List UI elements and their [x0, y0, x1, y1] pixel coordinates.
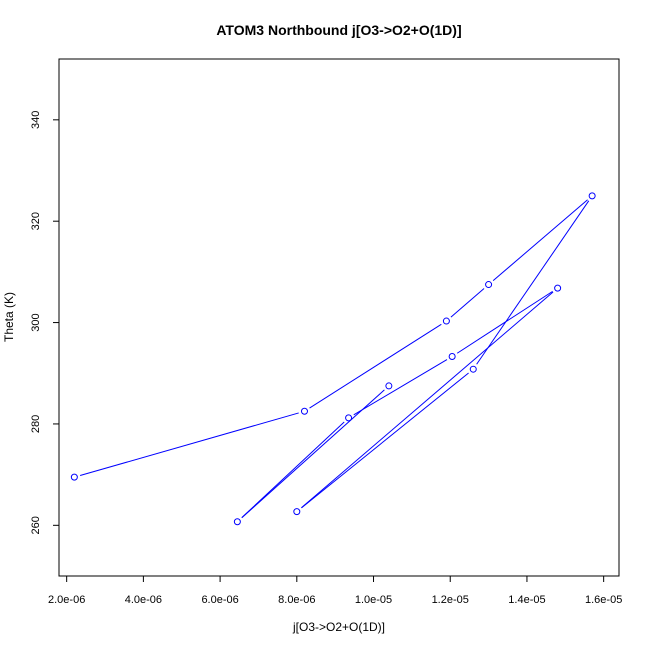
y-tick-label: 280: [30, 415, 42, 433]
data-point: [554, 284, 562, 292]
data-point: [588, 192, 596, 200]
x-tick-label: 4.0e-06: [125, 594, 162, 606]
x-tick-label: 2.0e-06: [48, 594, 85, 606]
series-segment: [476, 200, 590, 365]
data-point: [448, 353, 456, 361]
y-tick-label: 340: [30, 111, 42, 129]
x-tick-label: 6.0e-06: [201, 594, 238, 606]
data-point: [485, 281, 493, 289]
x-tick-label: 1.2e-05: [432, 594, 469, 606]
data-point: [70, 473, 78, 481]
data-point: [300, 407, 308, 415]
data-point: [442, 317, 450, 325]
data-point: [385, 382, 393, 390]
plot-frame: [58, 58, 620, 577]
series-segment: [301, 291, 554, 509]
y-axis: 260 280 300 320 340: [30, 111, 60, 534]
series-segment: [309, 323, 442, 409]
series-segment: [450, 288, 485, 318]
x-tick-label: 1.4e-05: [508, 594, 545, 606]
data-point: [469, 365, 477, 373]
x-tick-label: 1.0e-05: [355, 594, 392, 606]
series-segment: [301, 372, 469, 509]
x-tick-label: 1.6e-05: [585, 594, 622, 606]
y-tick-label: 320: [30, 212, 42, 230]
y-tick-label: 300: [30, 313, 42, 331]
series-segment: [79, 412, 299, 476]
series-segment: [241, 421, 345, 519]
x-axis-label: j[O3->O2+O(1D)]: [292, 620, 385, 634]
y-axis-label: Theta (K): [2, 292, 16, 342]
x-tick-label: 8.0e-06: [278, 594, 315, 606]
data-point: [293, 508, 301, 516]
series-layer: [70, 192, 596, 526]
x-axis: 2.0e-06 4.0e-06 6.0e-06 8.0e-06 1.0e-05 1.2e-…: [48, 575, 622, 606]
chart-title: ATOM3 Northbound j[O3->O2+O(1D)]: [216, 22, 461, 38]
data-point: [345, 414, 353, 422]
series-segment: [241, 389, 385, 519]
y-tick-label: 260: [30, 516, 42, 534]
series-segment: [492, 199, 588, 282]
series-segment: [353, 359, 448, 416]
data-point: [233, 518, 241, 526]
series-segment: [456, 290, 553, 354]
